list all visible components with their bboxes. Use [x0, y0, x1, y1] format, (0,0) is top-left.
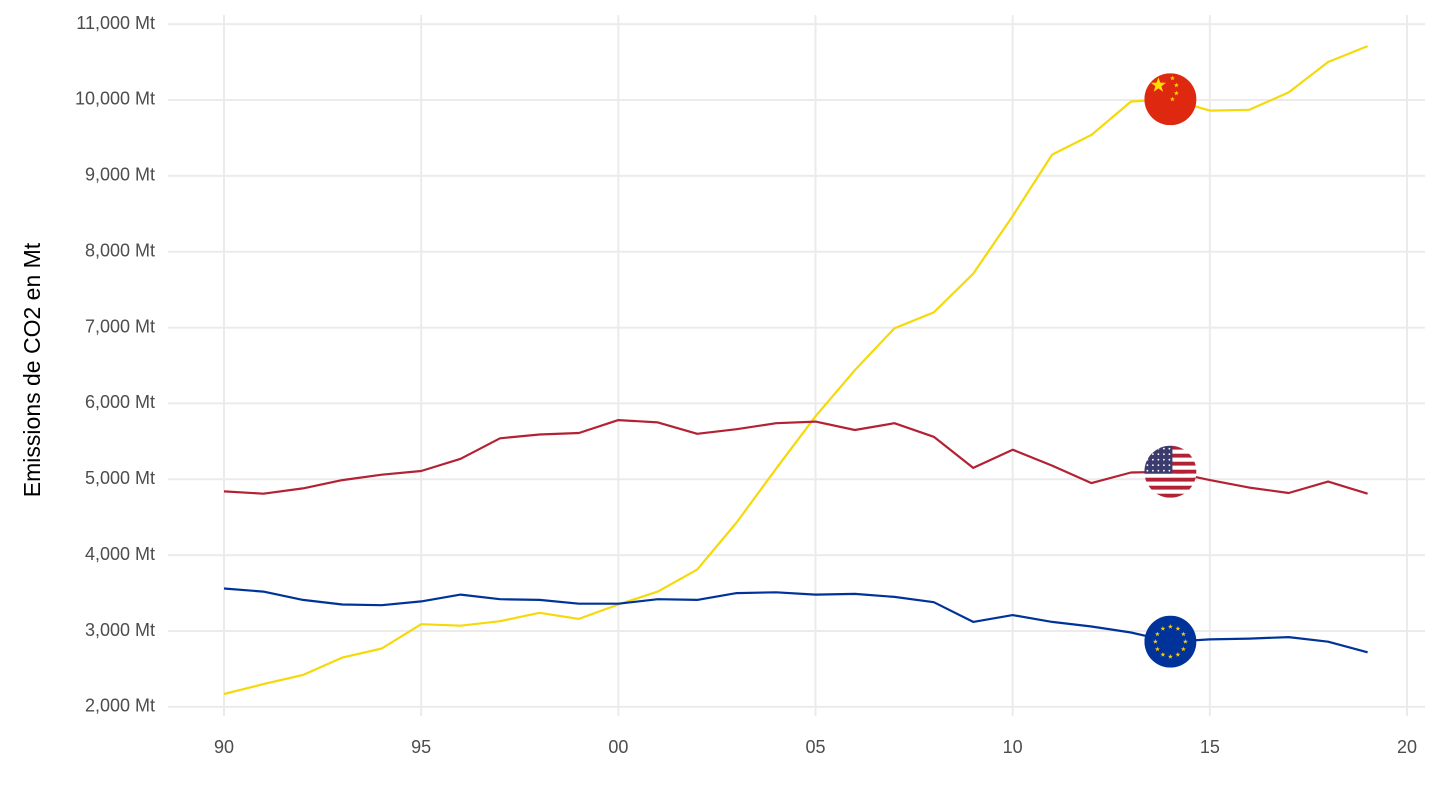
flag-star	[1174, 90, 1179, 96]
flag-dot	[1146, 469, 1149, 472]
flag-star	[1180, 631, 1186, 637]
flag-dot	[1152, 447, 1154, 450]
flag-body	[1144, 445, 1197, 498]
flag-star	[1160, 652, 1166, 657]
flag-dot	[1163, 453, 1165, 456]
flag-star	[1167, 624, 1173, 629]
flag-field	[1144, 615, 1197, 668]
flag-dot	[1157, 469, 1160, 472]
flag-stripe	[1144, 481, 1197, 486]
flag-stripe	[1144, 473, 1197, 478]
flag-dot	[1152, 458, 1154, 461]
flag-star	[1170, 75, 1175, 81]
flag-star	[1174, 82, 1179, 88]
flag-icon	[1144, 615, 1197, 668]
flag-dot	[1163, 464, 1165, 467]
flag-dot	[1157, 453, 1160, 456]
y-tick-label: 5,000 Mt	[85, 468, 155, 488]
flag-body	[1144, 73, 1197, 126]
flag-field	[1144, 73, 1197, 126]
flag-dot	[1152, 469, 1154, 472]
flag-star	[1175, 626, 1181, 631]
flag-dot	[1157, 458, 1160, 461]
flag-star	[1175, 652, 1181, 657]
flag-stripe	[1144, 477, 1197, 482]
y-tick-label: 10,000 Mt	[75, 89, 155, 109]
flag-stripe	[1144, 485, 1197, 490]
flag-star	[1150, 77, 1166, 92]
y-tick-label: 4,000 Mt	[85, 544, 155, 564]
series-line	[223, 419, 1368, 495]
y-tick-label: 2,000 Mt	[85, 696, 155, 716]
flag-dot	[1146, 458, 1149, 461]
flag-star	[1167, 654, 1173, 659]
flag-dot	[1152, 464, 1154, 467]
flag-dot	[1146, 447, 1149, 450]
flag-dot	[1168, 469, 1171, 472]
flag-star	[1154, 646, 1160, 652]
x-tick-label: 00	[608, 737, 628, 757]
series-line	[223, 45, 1369, 696]
x-tick-label: 05	[805, 737, 825, 757]
flag-star	[1170, 96, 1175, 102]
y-tick-label: 11,000 Mt	[76, 13, 155, 33]
flag-stripe	[1144, 489, 1197, 494]
y-tick-label: 7,000 Mt	[85, 316, 155, 336]
flag-body	[1144, 615, 1197, 668]
flag-dot	[1157, 464, 1160, 467]
y-tick-label: 8,000 Mt	[85, 240, 155, 260]
flag-dot	[1152, 453, 1154, 456]
y-axis-title: Emissions de CO2 en Mt	[19, 242, 45, 497]
flag-star	[1182, 639, 1188, 644]
x-tick-label: 90	[214, 737, 234, 757]
flag-dot	[1163, 469, 1165, 472]
flag-dot	[1168, 453, 1171, 456]
flag-star	[1154, 631, 1160, 637]
y-tick-label: 3,000 Mt	[85, 620, 155, 640]
flag-star	[1152, 639, 1158, 644]
flag-icon	[1144, 73, 1197, 126]
x-tick-label: 10	[1003, 737, 1023, 757]
flag-dot	[1157, 447, 1160, 450]
flag-dot	[1146, 453, 1149, 456]
flag-dot	[1163, 447, 1165, 450]
flag-star	[1160, 626, 1166, 631]
y-tick-label: 6,000 Mt	[85, 392, 155, 412]
flag-icon	[1144, 445, 1197, 498]
x-tick-label: 20	[1397, 737, 1417, 757]
flag-dot	[1163, 458, 1165, 461]
y-tick-label: 9,000 Mt	[85, 165, 155, 185]
x-tick-label: 15	[1200, 737, 1220, 757]
flag-dot	[1146, 464, 1149, 467]
flag-dot	[1168, 458, 1171, 461]
flag-star	[1180, 646, 1186, 652]
flag-dot	[1168, 447, 1171, 450]
x-tick-label: 95	[411, 737, 431, 757]
flag-stripe	[1144, 493, 1197, 498]
flag-dot	[1168, 464, 1171, 467]
